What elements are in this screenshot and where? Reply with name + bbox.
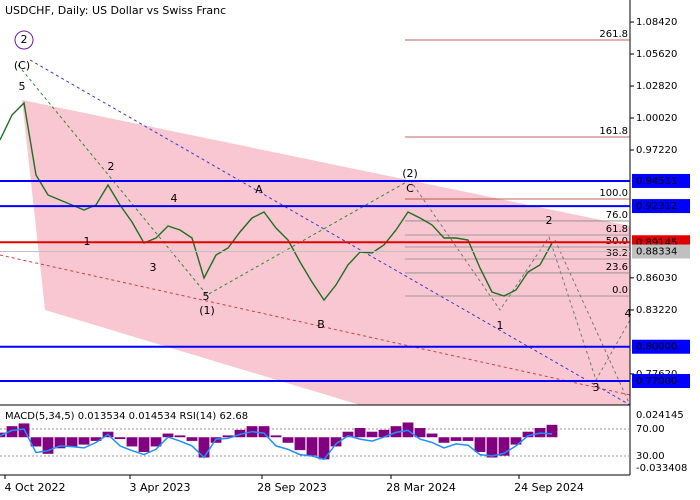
fib-label: 161.8 xyxy=(599,126,628,137)
x-tick-label: 28 Mar 2024 xyxy=(386,481,456,494)
macd-bar xyxy=(150,437,162,447)
macd-bar xyxy=(90,437,102,441)
macd-bar xyxy=(126,437,138,447)
level-label-box xyxy=(632,199,690,214)
x-tick-label: 3 Apr 2023 xyxy=(129,481,190,494)
fib-label: 61.8 xyxy=(606,224,628,235)
macd-bar xyxy=(474,437,486,452)
macd-bar xyxy=(522,431,534,438)
fib-label: 100.0 xyxy=(599,188,628,199)
trend-channel xyxy=(22,100,630,405)
fib-label: 23.6 xyxy=(606,262,628,273)
macd-bar xyxy=(114,437,126,440)
y-tick-label: 1.08420 xyxy=(636,17,677,28)
wave-line xyxy=(554,239,631,406)
macd-bar xyxy=(270,435,282,438)
wave-label: 4 xyxy=(625,307,632,320)
level-label: 0.92312 xyxy=(636,201,677,212)
macd-bar xyxy=(318,437,330,460)
macd-bar xyxy=(42,437,54,454)
macd-bar xyxy=(414,428,426,438)
macd-bar xyxy=(498,437,510,456)
fib-label: 76.0 xyxy=(606,210,628,221)
wave-circle xyxy=(14,30,34,50)
macd-bar xyxy=(546,424,558,438)
macd-bar xyxy=(306,437,318,456)
y-tick-label: 1.05620 xyxy=(636,49,677,60)
macd-bar xyxy=(426,433,438,438)
macd-bar xyxy=(282,437,294,443)
x-tick-label: 4 Oct 2022 xyxy=(4,481,65,494)
rsi-tick-label: 30.00 xyxy=(636,451,665,462)
rsi-tick-label: 70.00 xyxy=(636,424,665,435)
rsi-line xyxy=(0,428,553,461)
fib-label: 38.2 xyxy=(606,248,628,259)
wave-label: 2 xyxy=(108,160,115,173)
fib-label: 0.0 xyxy=(612,285,628,296)
indicator-label: MACD(5,34,5) 0.013534 0.014534 RSI(14) 6… xyxy=(5,411,248,422)
level-label: 0.77000 xyxy=(636,376,677,387)
y-tick-label: 1.00020 xyxy=(636,113,677,124)
macd-bar xyxy=(54,437,66,449)
wave-label: (1) xyxy=(199,304,215,317)
macd-bar xyxy=(294,437,306,451)
wave-label: C xyxy=(406,182,414,195)
macd-bar xyxy=(330,437,342,447)
wave-label: 4 xyxy=(171,192,178,205)
wave-label: 3 xyxy=(593,381,600,394)
macd-bar xyxy=(198,437,210,458)
wave-label: 5 xyxy=(203,290,210,303)
macd-tick-label: -0.033408 xyxy=(636,463,687,474)
macd-bar xyxy=(378,429,390,438)
wave-label: 3 xyxy=(150,261,157,274)
macd-bar xyxy=(258,426,270,438)
macd-bar xyxy=(6,426,18,438)
macd-bar xyxy=(438,437,450,443)
y-tick-label: 1.02820 xyxy=(636,81,677,92)
chart-title: USDCHF, Daily: US Dollar vs Swiss Franc xyxy=(5,4,226,17)
macd-bar xyxy=(222,435,234,438)
level-label: 0.80000 xyxy=(636,342,677,353)
wave-label: 2 xyxy=(21,33,28,46)
macd-bar xyxy=(66,437,78,447)
level-label: 0.89145 xyxy=(636,237,677,248)
fib-label: 261.8 xyxy=(599,29,628,40)
macd-bar xyxy=(30,437,42,447)
macd-bar xyxy=(138,437,150,452)
level-label-box xyxy=(632,374,690,389)
macd-bar xyxy=(186,437,198,441)
macd-bar xyxy=(354,428,366,438)
wave-label: 5 xyxy=(19,80,26,93)
wave-label: 1 xyxy=(84,235,91,248)
wave-label: 1 xyxy=(497,319,504,332)
macd-bar xyxy=(234,429,246,438)
macd-bar xyxy=(162,433,174,438)
level-label-box xyxy=(632,244,690,259)
macd-bar xyxy=(174,435,186,438)
macd-bar xyxy=(342,431,354,438)
level-label: 0.88334 xyxy=(636,247,677,258)
y-tick-label: 0.86030 xyxy=(636,273,677,284)
macd-bar xyxy=(366,431,378,438)
wave-label: A xyxy=(255,183,263,196)
macd-bar xyxy=(78,437,90,445)
macd-bar xyxy=(510,437,522,445)
x-tick-label: 28 Sep 2023 xyxy=(257,481,327,494)
wave-label: (2) xyxy=(402,167,418,180)
macd-bar xyxy=(450,437,462,441)
wave-label: 2 xyxy=(546,214,553,227)
macd-bar xyxy=(486,437,498,458)
macd-bar xyxy=(462,437,474,441)
wave-label: B xyxy=(317,318,325,331)
level-label: 0.94511 xyxy=(636,176,677,187)
y-tick-label: 0.83220 xyxy=(636,305,677,316)
level-label-box xyxy=(632,339,690,354)
level-label-box xyxy=(632,173,690,188)
x-tick-label: 24 Sep 2024 xyxy=(514,481,584,494)
wave-label: (C) xyxy=(14,59,30,72)
y-tick-label: 0.97220 xyxy=(636,145,677,156)
macd-tick-label: 0.024145 xyxy=(636,410,684,421)
wave-line xyxy=(409,179,631,382)
